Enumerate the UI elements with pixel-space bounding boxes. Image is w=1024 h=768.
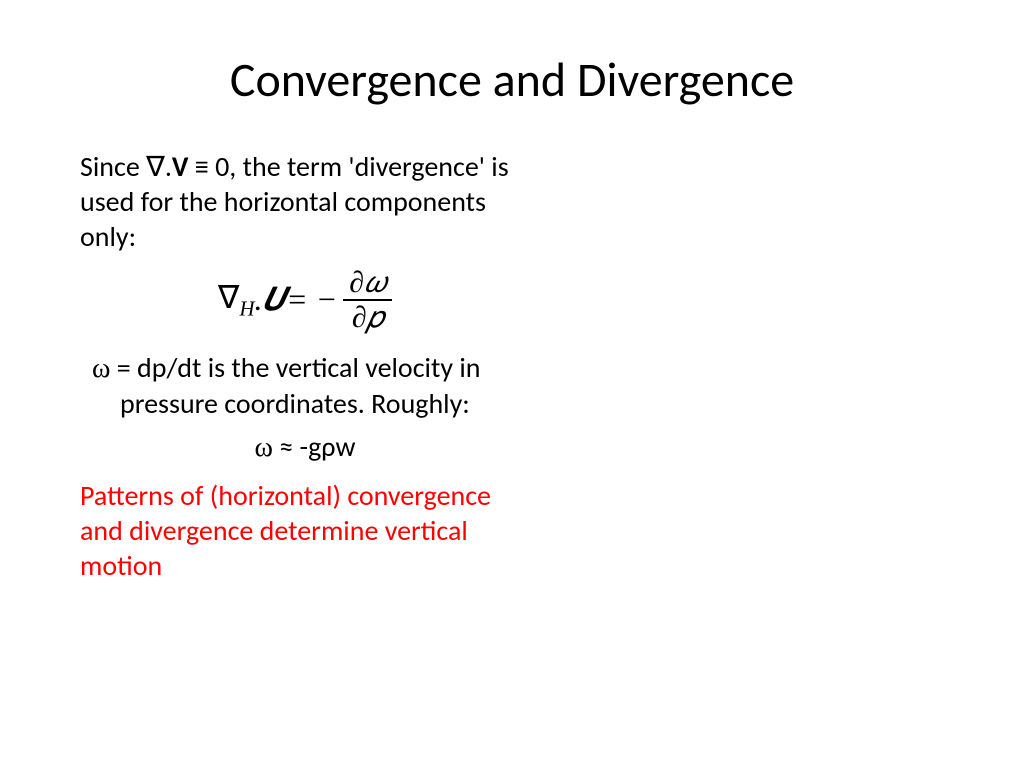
omega-definition: ω = dp/dt is the vertical velocity in pr… xyxy=(80,350,530,421)
equation-inline: ∇H. 𝑼 = − ∂𝜔 ∂𝑝 xyxy=(218,266,392,334)
slide-content: Since ∇.V ≡ 0, the term 'divergence' is … xyxy=(80,149,530,583)
eq-sub-H: H xyxy=(239,297,254,320)
vector-V: V xyxy=(172,149,189,184)
eq-denominator: ∂𝑝 xyxy=(346,301,390,334)
eq-nabla: ∇H xyxy=(218,278,254,321)
omega-approximation: ω ≈ -gρw xyxy=(80,429,530,464)
slide-container: Convergence and Divergence Since ∇.V ≡ 0… xyxy=(0,0,1024,623)
eq-numerator: ∂𝜔 xyxy=(343,266,392,299)
approx-omega-symbol: ω xyxy=(254,432,272,463)
intro-paragraph: Since ∇.V ≡ 0, the term 'divergence' is … xyxy=(80,149,530,254)
omega-text: = dp/dt is the vertical velocity in pres… xyxy=(110,350,480,421)
text-since: Since xyxy=(80,149,146,184)
nabla-symbol: ∇ xyxy=(146,149,165,184)
eq-dot: . xyxy=(254,281,262,318)
slide-title: Convergence and Divergence xyxy=(80,50,944,109)
highlighted-conclusion: Patterns of (horizontal) convergence and… xyxy=(80,478,530,583)
dot-symbol: . xyxy=(165,149,172,184)
approx-text: ≈ -gρw xyxy=(273,429,356,464)
omega-symbol: ω xyxy=(92,353,110,384)
divergence-equation: ∇H. 𝑼 = − ∂𝜔 ∂𝑝 xyxy=(80,266,530,334)
eq-fraction: ∂𝜔 ∂𝑝 xyxy=(343,266,392,334)
eq-equals: = − xyxy=(286,281,337,318)
eq-U: 𝑼 xyxy=(262,281,286,319)
